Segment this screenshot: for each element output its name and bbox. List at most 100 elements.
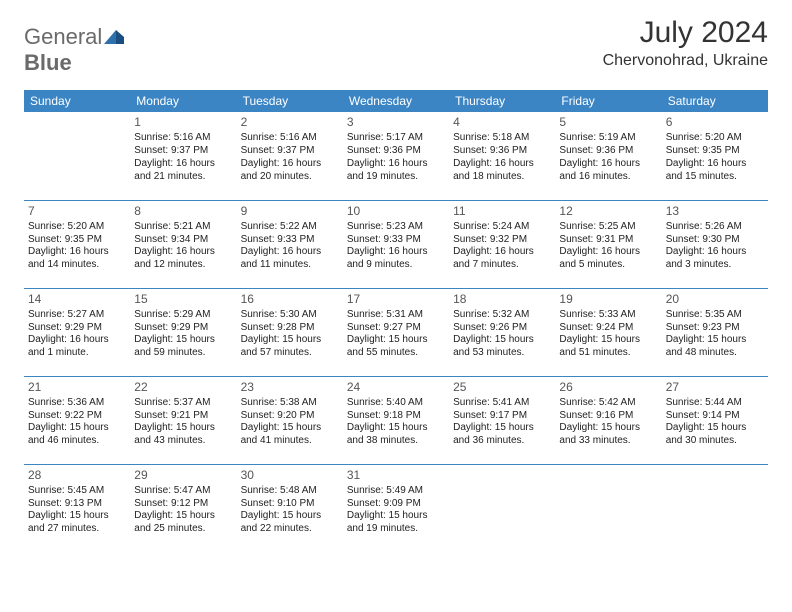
day-number: 30 xyxy=(241,468,339,483)
day-number: 10 xyxy=(347,204,445,219)
daylight-line: Daylight: 16 hours and 1 minute. xyxy=(28,334,126,360)
sunrise-line: Sunrise: 5:32 AM xyxy=(453,309,551,322)
sunrise-line: Sunrise: 5:19 AM xyxy=(559,132,657,145)
sunrise-line: Sunrise: 5:16 AM xyxy=(134,132,232,145)
daylight-line: Daylight: 15 hours and 55 minutes. xyxy=(347,334,445,360)
calendar-day-cell: 21Sunrise: 5:36 AMSunset: 9:22 PMDayligh… xyxy=(24,376,130,464)
sunset-line: Sunset: 9:12 PM xyxy=(134,498,232,511)
sunrise-line: Sunrise: 5:33 AM xyxy=(559,309,657,322)
sunset-line: Sunset: 9:32 PM xyxy=(453,234,551,247)
daylight-line: Daylight: 15 hours and 41 minutes. xyxy=(241,422,339,448)
calendar-day-cell: 25Sunrise: 5:41 AMSunset: 9:17 PMDayligh… xyxy=(449,376,555,464)
daylight-line: Daylight: 15 hours and 48 minutes. xyxy=(666,334,764,360)
calendar-day-cell: 11Sunrise: 5:24 AMSunset: 9:32 PMDayligh… xyxy=(449,200,555,288)
daylight-line: Daylight: 15 hours and 30 minutes. xyxy=(666,422,764,448)
sunrise-line: Sunrise: 5:42 AM xyxy=(559,397,657,410)
sunrise-line: Sunrise: 5:27 AM xyxy=(28,309,126,322)
day-number: 7 xyxy=(28,204,126,219)
sunset-line: Sunset: 9:37 PM xyxy=(241,145,339,158)
calendar-day-cell: 1 Sunrise: 5:16 AMSunset: 9:37 PMDaylight… xyxy=(130,112,236,200)
sunset-line: Sunset: 9:13 PM xyxy=(28,498,126,511)
day-number: 2 xyxy=(241,115,339,130)
page-header: General Blue July 2024 Chervonohrad, Ukr… xyxy=(24,16,768,76)
sunset-line: Sunset: 9:31 PM xyxy=(559,234,657,247)
calendar-table: SundayMondayTuesdayWednesdayThursdayFrid… xyxy=(24,90,768,552)
weekday-header: Saturday xyxy=(662,90,768,112)
day-number: 12 xyxy=(559,204,657,219)
sunrise-line: Sunrise: 5:35 AM xyxy=(666,309,764,322)
sunrise-line: Sunrise: 5:36 AM xyxy=(28,397,126,410)
calendar-body: 1Sunrise: 5:16 AMSunset: 9:37 PMDaylight… xyxy=(24,112,768,552)
sunset-line: Sunset: 9:14 PM xyxy=(666,410,764,423)
daylight-line: Daylight: 16 hours and 3 minutes. xyxy=(666,246,764,272)
sunrise-line: Sunrise: 5:37 AM xyxy=(134,397,232,410)
day-number: 20 xyxy=(666,292,764,307)
daylight-line: Daylight: 15 hours and 25 minutes. xyxy=(134,510,232,536)
sunrise-line: Sunrise: 5:49 AM xyxy=(347,485,445,498)
calendar-day-cell: 18Sunrise: 5:32 AMSunset: 9:26 PMDayligh… xyxy=(449,288,555,376)
calendar-day-cell xyxy=(24,112,130,200)
sunset-line: Sunset: 9:16 PM xyxy=(559,410,657,423)
logo: General Blue xyxy=(24,16,126,76)
weekday-header: Tuesday xyxy=(237,90,343,112)
sunset-line: Sunset: 9:20 PM xyxy=(241,410,339,423)
calendar-day-cell: 10Sunrise: 5:23 AMSunset: 9:33 PMDayligh… xyxy=(343,200,449,288)
sunrise-line: Sunrise: 5:41 AM xyxy=(453,397,551,410)
calendar-day-cell xyxy=(555,464,661,552)
sunrise-line: Sunrise: 5:24 AM xyxy=(453,221,551,234)
day-number: 8 xyxy=(134,204,232,219)
day-number: 28 xyxy=(28,468,126,483)
daylight-line: Daylight: 16 hours and 20 minutes. xyxy=(241,158,339,184)
sunrise-line: Sunrise: 5:29 AM xyxy=(134,309,232,322)
day-number: 18 xyxy=(453,292,551,307)
daylight-line: Daylight: 15 hours and 38 minutes. xyxy=(347,422,445,448)
sunrise-line: Sunrise: 5:22 AM xyxy=(241,221,339,234)
sunrise-line: Sunrise: 5:16 AM xyxy=(241,132,339,145)
calendar-day-cell: 22Sunrise: 5:37 AMSunset: 9:21 PMDayligh… xyxy=(130,376,236,464)
sunset-line: Sunset: 9:28 PM xyxy=(241,322,339,335)
day-number: 9 xyxy=(241,204,339,219)
calendar-day-cell: 3Sunrise: 5:17 AMSunset: 9:36 PMDaylight… xyxy=(343,112,449,200)
calendar-day-cell: 7Sunrise: 5:20 AMSunset: 9:35 PMDaylight… xyxy=(24,200,130,288)
daylight-line: Daylight: 15 hours and 36 minutes. xyxy=(453,422,551,448)
sunset-line: Sunset: 9:34 PM xyxy=(134,234,232,247)
daylight-line: Daylight: 16 hours and 18 minutes. xyxy=(453,158,551,184)
calendar-day-cell: 30Sunrise: 5:48 AMSunset: 9:10 PMDayligh… xyxy=(237,464,343,552)
daylight-line: Daylight: 16 hours and 21 minutes. xyxy=(134,158,232,184)
calendar-day-cell: 27Sunrise: 5:44 AMSunset: 9:14 PMDayligh… xyxy=(662,376,768,464)
calendar-day-cell: 14Sunrise: 5:27 AMSunset: 9:29 PMDayligh… xyxy=(24,288,130,376)
sunrise-line: Sunrise: 5:17 AM xyxy=(347,132,445,145)
calendar-day-cell: 9Sunrise: 5:22 AMSunset: 9:33 PMDaylight… xyxy=(237,200,343,288)
calendar-week-row: 14Sunrise: 5:27 AMSunset: 9:29 PMDayligh… xyxy=(24,288,768,376)
daylight-line: Daylight: 16 hours and 19 minutes. xyxy=(347,158,445,184)
calendar-day-cell: 4Sunrise: 5:18 AMSunset: 9:36 PMDaylight… xyxy=(449,112,555,200)
daylight-line: Daylight: 16 hours and 9 minutes. xyxy=(347,246,445,272)
weekday-header: Sunday xyxy=(24,90,130,112)
calendar-day-cell: 5Sunrise: 5:19 AMSunset: 9:36 PMDaylight… xyxy=(555,112,661,200)
calendar-day-cell: 26Sunrise: 5:42 AMSunset: 9:16 PMDayligh… xyxy=(555,376,661,464)
day-number: 29 xyxy=(134,468,232,483)
daylight-line: Daylight: 16 hours and 5 minutes. xyxy=(559,246,657,272)
day-number: 21 xyxy=(28,380,126,395)
calendar-day-cell: 12Sunrise: 5:25 AMSunset: 9:31 PMDayligh… xyxy=(555,200,661,288)
daylight-line: Daylight: 15 hours and 33 minutes. xyxy=(559,422,657,448)
daylight-line: Daylight: 15 hours and 51 minutes. xyxy=(559,334,657,360)
calendar-day-cell: 20 Sunrise: 5:35 AMSunset: 9:23 PMDayligh… xyxy=(662,288,768,376)
daylight-line: Daylight: 16 hours and 15 minutes. xyxy=(666,158,764,184)
daylight-line: Daylight: 15 hours and 19 minutes. xyxy=(347,510,445,536)
day-number: 11 xyxy=(453,204,551,219)
calendar-day-cell xyxy=(662,464,768,552)
sunset-line: Sunset: 9:37 PM xyxy=(134,145,232,158)
calendar-day-cell: 8Sunrise: 5:21 AMSunset: 9:34 PMDaylight… xyxy=(130,200,236,288)
sunrise-line: Sunrise: 5:40 AM xyxy=(347,397,445,410)
calendar-day-cell: 15Sunrise: 5:29 AMSunset: 9:29 PMDayligh… xyxy=(130,288,236,376)
sunset-line: Sunset: 9:35 PM xyxy=(28,234,126,247)
calendar-day-cell: 17Sunrise: 5:31 AMSunset: 9:27 PMDayligh… xyxy=(343,288,449,376)
day-number: 15 xyxy=(134,292,232,307)
daylight-line: Daylight: 16 hours and 14 minutes. xyxy=(28,246,126,272)
sunset-line: Sunset: 9:26 PM xyxy=(453,322,551,335)
day-number: 1 xyxy=(134,115,232,130)
day-number: 22 xyxy=(134,380,232,395)
daylight-line: Daylight: 15 hours and 27 minutes. xyxy=(28,510,126,536)
sunset-line: Sunset: 9:23 PM xyxy=(666,322,764,335)
